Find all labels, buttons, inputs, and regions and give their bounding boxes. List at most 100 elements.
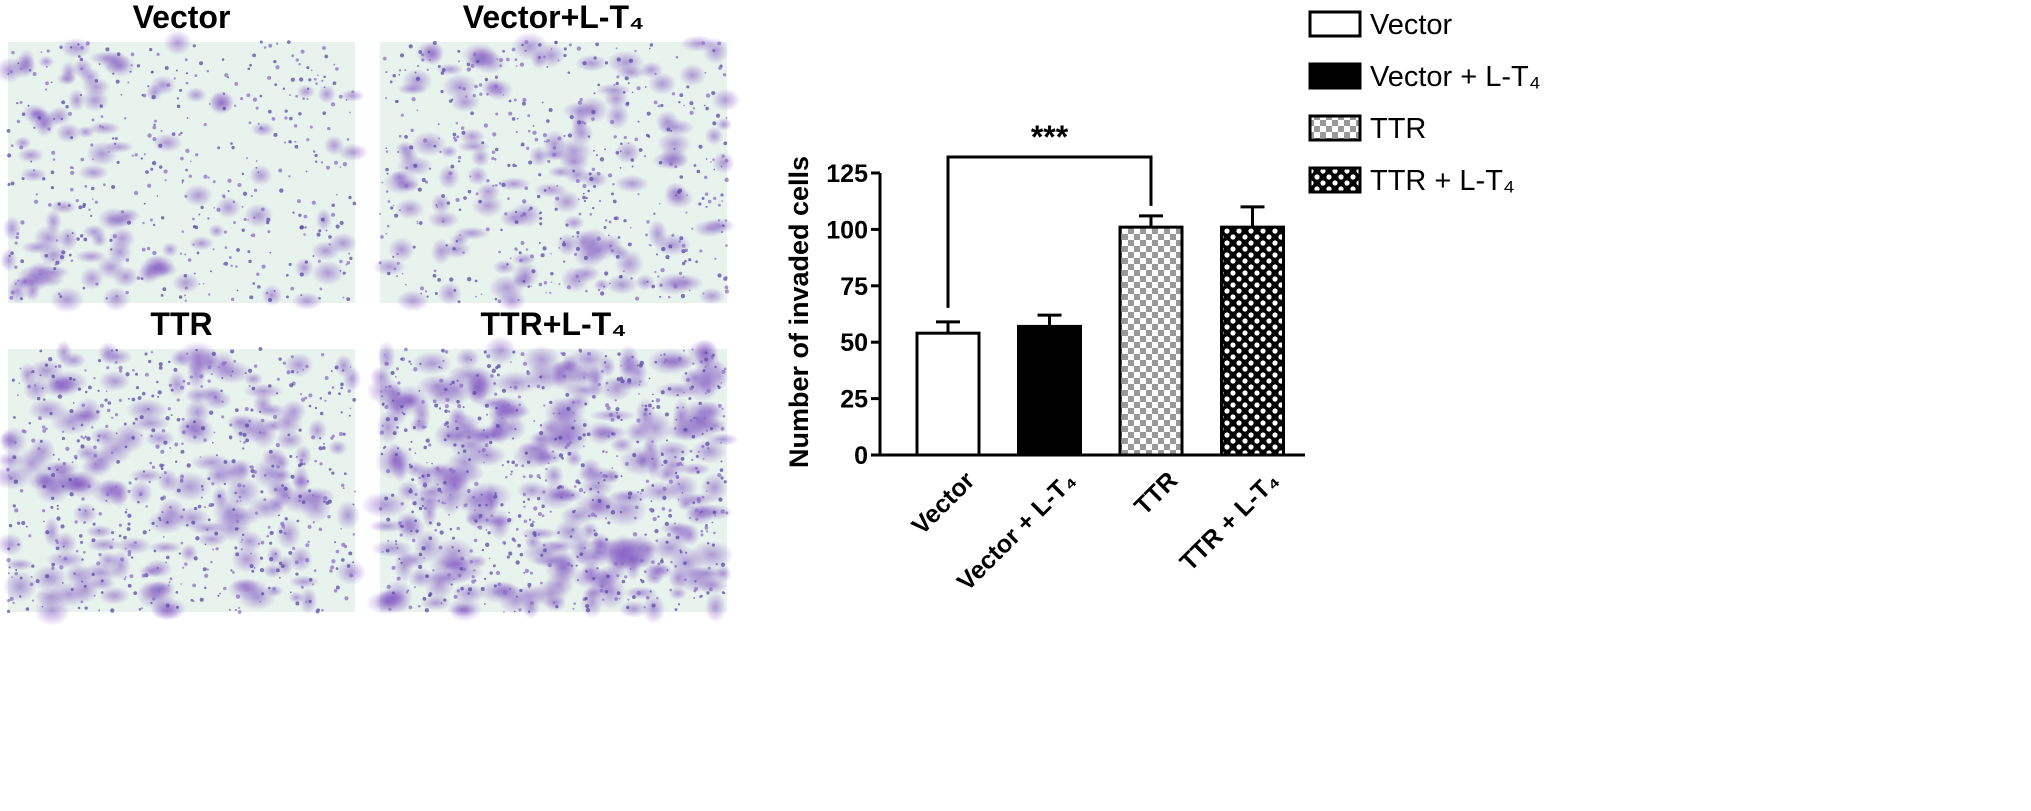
cell-dot — [682, 349, 685, 352]
cell-dot — [13, 479, 19, 484]
cell-dot — [25, 525, 28, 528]
cell-dot — [639, 360, 645, 366]
cell-dot — [604, 271, 609, 276]
cell-dot — [568, 440, 572, 444]
cell-dot — [495, 570, 501, 576]
cell-dot — [515, 164, 518, 168]
cell-dot — [392, 255, 395, 258]
cell-cluster — [98, 586, 131, 605]
cell-dot — [308, 78, 312, 82]
cell-dot — [506, 555, 510, 559]
cell-dot — [632, 453, 637, 458]
cell-dot — [428, 536, 433, 541]
cell-dot — [279, 188, 284, 193]
cell-dot — [456, 589, 460, 593]
cell-dot — [661, 506, 666, 511]
cell-dot — [399, 525, 402, 528]
cell-dot — [552, 412, 555, 415]
cell-dot — [563, 260, 566, 263]
cell-dot — [219, 592, 222, 595]
cell-dot — [201, 488, 204, 491]
cell-dot — [517, 514, 522, 518]
cell-dot — [69, 409, 74, 414]
cell-dot — [341, 542, 346, 547]
cell-dot — [474, 509, 476, 512]
cell-cluster — [230, 414, 270, 444]
cell-dot — [233, 104, 237, 107]
cell-dot — [68, 111, 72, 116]
cell-dot — [699, 511, 702, 514]
cell-dot — [424, 290, 428, 293]
cell-dot — [637, 120, 640, 123]
cell-dot — [678, 461, 683, 466]
cell-dot — [241, 533, 245, 536]
cell-dot — [401, 411, 404, 414]
cell-cluster — [603, 469, 620, 485]
cell-dot — [84, 509, 87, 512]
cell-cluster — [50, 407, 93, 436]
cell-dot — [441, 194, 445, 198]
cell-cluster — [265, 477, 295, 501]
cell-dot — [437, 123, 440, 126]
cell-cluster — [199, 386, 226, 401]
cell-dot — [130, 556, 134, 559]
cell-dot — [472, 390, 477, 395]
cell-dot — [723, 367, 727, 371]
cell-cluster — [528, 431, 554, 449]
cell-dot — [304, 260, 308, 264]
cell-dot — [422, 596, 427, 601]
cell-dot — [255, 511, 258, 515]
cell-dot — [324, 399, 327, 402]
cell-dot — [125, 508, 128, 511]
cell-dot — [663, 459, 668, 464]
cell-dot — [557, 136, 562, 141]
cell-dot — [605, 403, 610, 408]
cell-dot — [554, 40, 558, 45]
cell-cluster — [678, 462, 712, 476]
cell-dot — [434, 528, 438, 532]
cell-dot — [441, 348, 445, 353]
cell-dot — [161, 511, 164, 514]
cell-dot — [607, 173, 613, 178]
cell-dot — [291, 546, 296, 550]
cell-dot — [582, 376, 586, 379]
cell-dot — [150, 350, 154, 354]
cell-dot — [127, 513, 132, 518]
cell-dot — [724, 219, 728, 222]
cell-dot — [56, 468, 59, 471]
cell-dot — [507, 197, 510, 200]
cell-dot — [181, 442, 184, 445]
cell-dot — [242, 432, 247, 437]
cell-cluster — [340, 89, 365, 102]
cell-dot — [97, 389, 100, 392]
cell-cluster — [704, 126, 724, 146]
cell-dot — [494, 392, 498, 396]
cell-dot — [578, 280, 581, 283]
cell-dot — [300, 49, 305, 54]
cell-dot — [658, 160, 663, 165]
cell-dot — [505, 475, 508, 479]
cell-dot — [278, 168, 283, 173]
cell-dot — [543, 55, 546, 59]
cell-cluster — [76, 125, 95, 139]
cell-dot — [724, 289, 729, 294]
cell-dot — [237, 610, 242, 614]
cell-dot — [707, 566, 711, 570]
cell-dot — [203, 174, 208, 179]
cell-dot — [125, 290, 129, 295]
cell-dot — [123, 535, 127, 540]
cell-dot — [699, 249, 703, 253]
cell-dot — [124, 510, 128, 514]
cell-dot — [409, 464, 413, 469]
cell-dot — [706, 481, 710, 485]
cell-dot — [181, 230, 185, 233]
cell-dot — [699, 595, 703, 598]
cell-dot — [627, 82, 630, 85]
cell-dot — [649, 507, 653, 512]
cell-dot — [382, 402, 385, 405]
cell-dot — [653, 212, 656, 215]
cell-dot — [30, 160, 33, 163]
cell-dot — [686, 194, 689, 197]
cell-dot — [611, 192, 614, 196]
cell-dot — [705, 490, 708, 492]
